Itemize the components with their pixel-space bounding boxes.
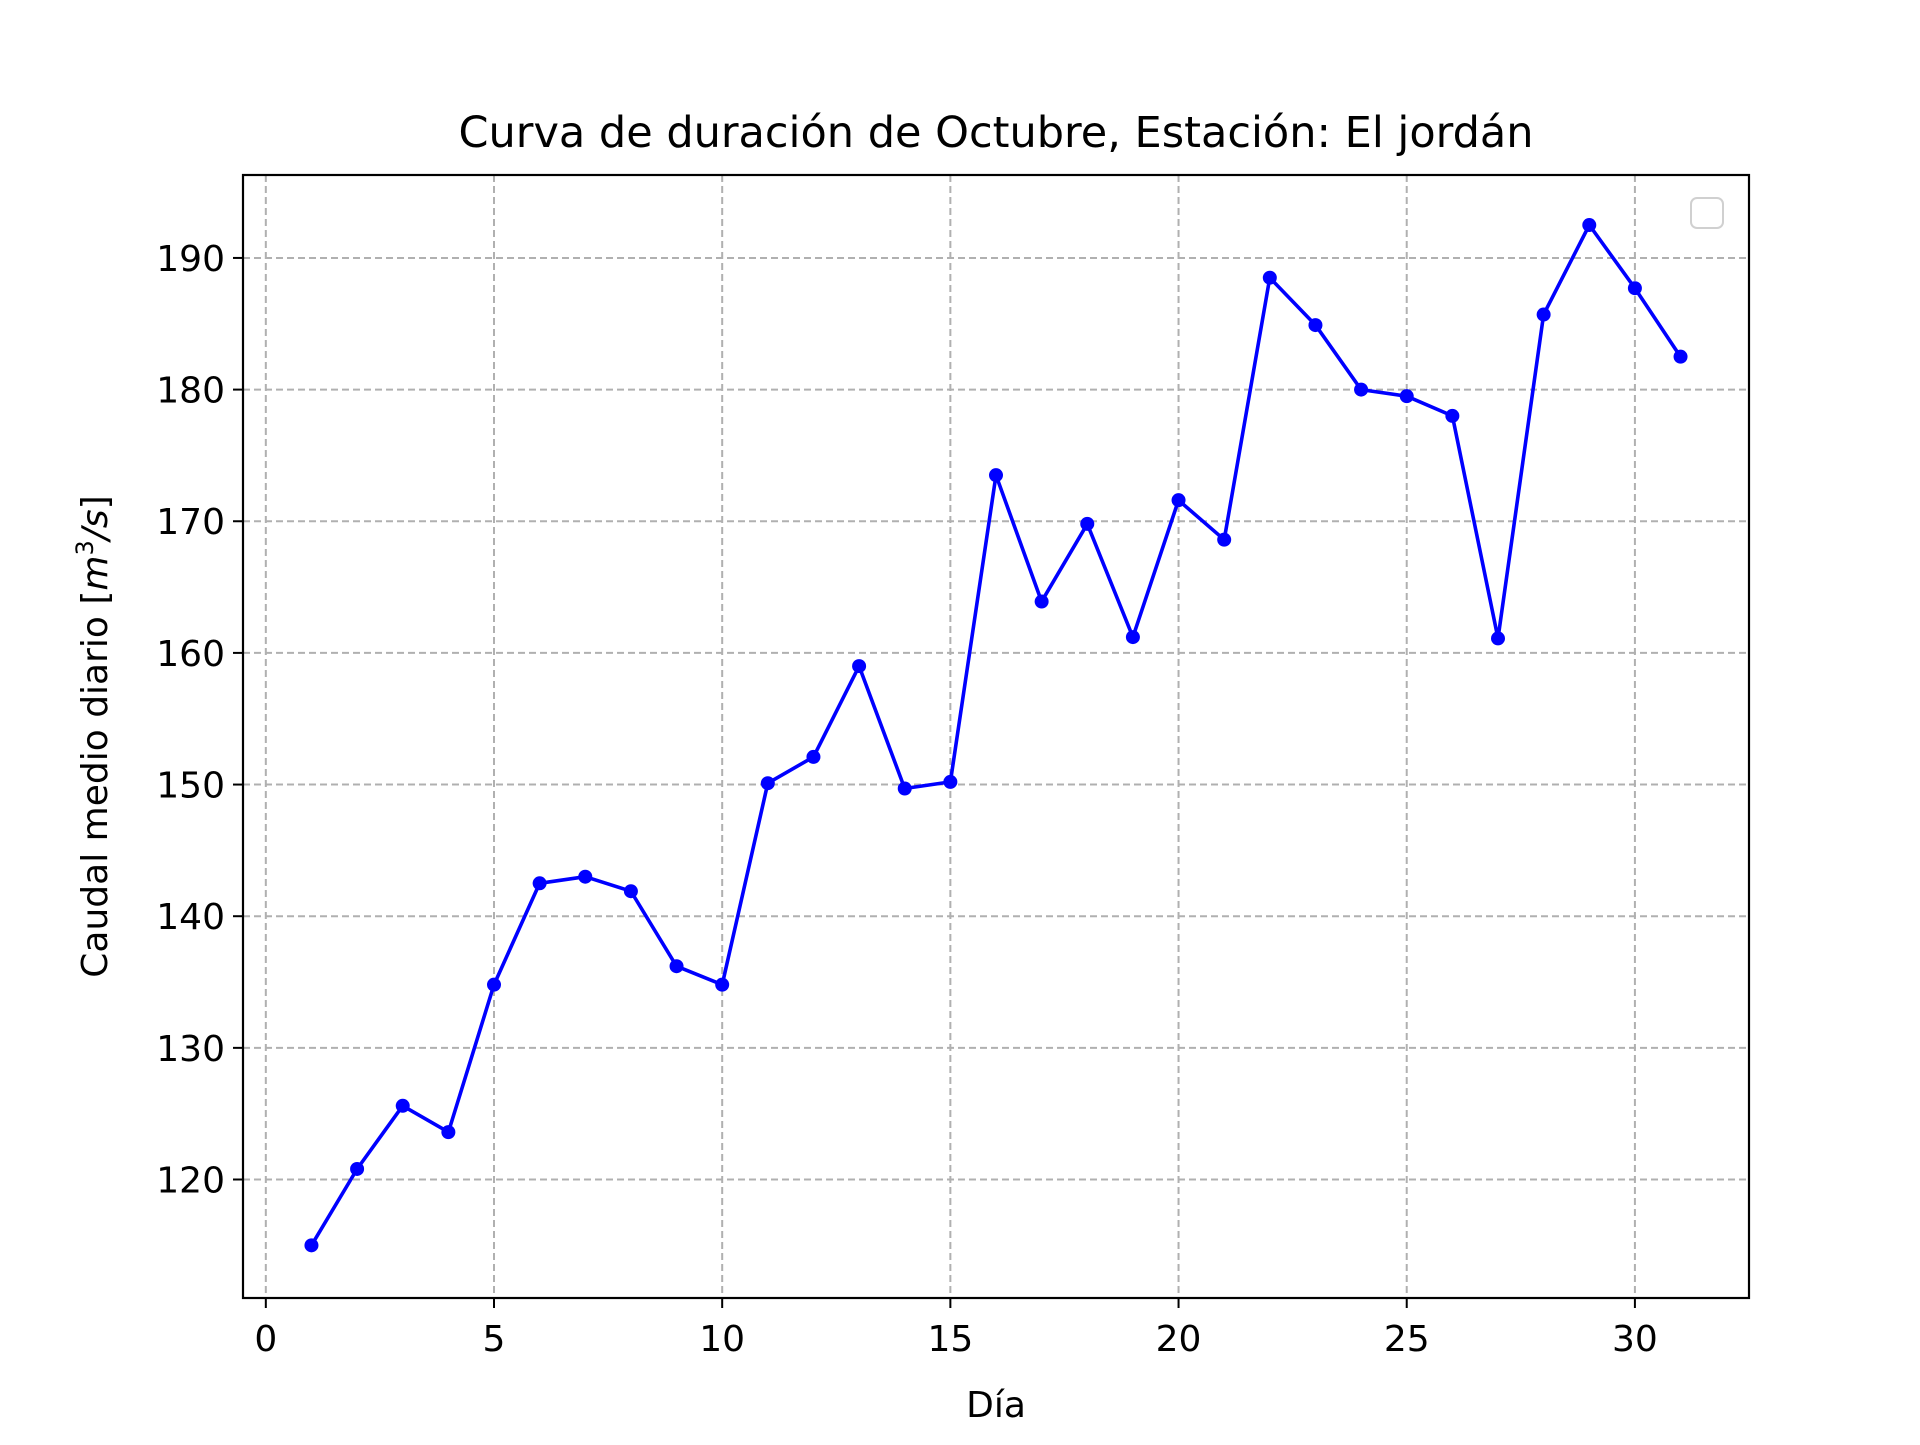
data-point (304, 1238, 319, 1253)
data-point (1536, 307, 1551, 322)
data-point (532, 876, 547, 891)
data-point (760, 776, 775, 791)
x-tick-label: 20 (1156, 1319, 1202, 1360)
data-point (487, 977, 501, 992)
data-point (1308, 318, 1323, 333)
y-axis-label-main: Caudal medio diario [ (75, 591, 116, 978)
data-point (1399, 389, 1414, 404)
data-point (623, 884, 638, 899)
x-tick-label: 10 (699, 1319, 745, 1360)
x-tick-label: 15 (927, 1319, 973, 1360)
data-point (1582, 218, 1597, 233)
plot-frame (241, 173, 1751, 1300)
data-point (852, 659, 867, 674)
data-point (1034, 594, 1049, 609)
series-line (309, 223, 1682, 1247)
data-point (350, 1161, 365, 1176)
data-point (1080, 516, 1095, 531)
data-point (441, 1125, 456, 1140)
data-point (1354, 382, 1369, 397)
data-point (715, 977, 730, 992)
y-tick-label: 140 (156, 897, 225, 938)
legend-box (1690, 197, 1724, 229)
data-point (1491, 631, 1505, 646)
chart-title: Curva de duración de Octubre, Estación: … (458, 108, 1533, 158)
y-axis-label-close: ] (75, 495, 116, 509)
data-point (395, 1098, 410, 1113)
y-axis-label-unit-m: m (75, 556, 116, 591)
data-point (1217, 532, 1232, 547)
data-point (1125, 630, 1140, 645)
data-point (989, 468, 1003, 483)
data-point (1445, 408, 1460, 423)
y-axis-label: Caudal medio diario [m3/s] (71, 495, 116, 977)
y-axis-label-exponent: 3 (71, 540, 99, 555)
x-tick-label: 5 (483, 1319, 506, 1360)
data-point (669, 959, 684, 974)
y-tick-label: 180 (156, 371, 225, 412)
grid-layer (243, 175, 1749, 1298)
data-point (943, 774, 958, 789)
data-point (1627, 281, 1642, 296)
series-layer (304, 218, 1688, 1253)
y-axis-label-unit-rest: /s (75, 509, 116, 543)
y-tick-label: 170 (156, 502, 225, 543)
y-tick-label: 130 (156, 1029, 225, 1070)
data-point (897, 781, 912, 796)
data-point (1171, 493, 1186, 508)
x-tick-label: 25 (1384, 1319, 1430, 1360)
data-point (1262, 270, 1277, 285)
y-tick-label: 150 (156, 766, 225, 807)
data-point (806, 749, 821, 764)
x-tick-label: 0 (254, 1319, 277, 1360)
data-point (1673, 349, 1688, 364)
x-tick-label: 30 (1612, 1319, 1658, 1360)
y-tick-label: 120 (156, 1161, 225, 1202)
data-point (578, 869, 593, 884)
tick-layer: 0 5 10 15 20 25 30 120 130 140 150 160 170 180 190 (156, 239, 1658, 1360)
y-tick-label: 190 (156, 239, 225, 280)
y-tick-label: 160 (156, 634, 225, 675)
x-axis-label: Día (966, 1385, 1026, 1426)
